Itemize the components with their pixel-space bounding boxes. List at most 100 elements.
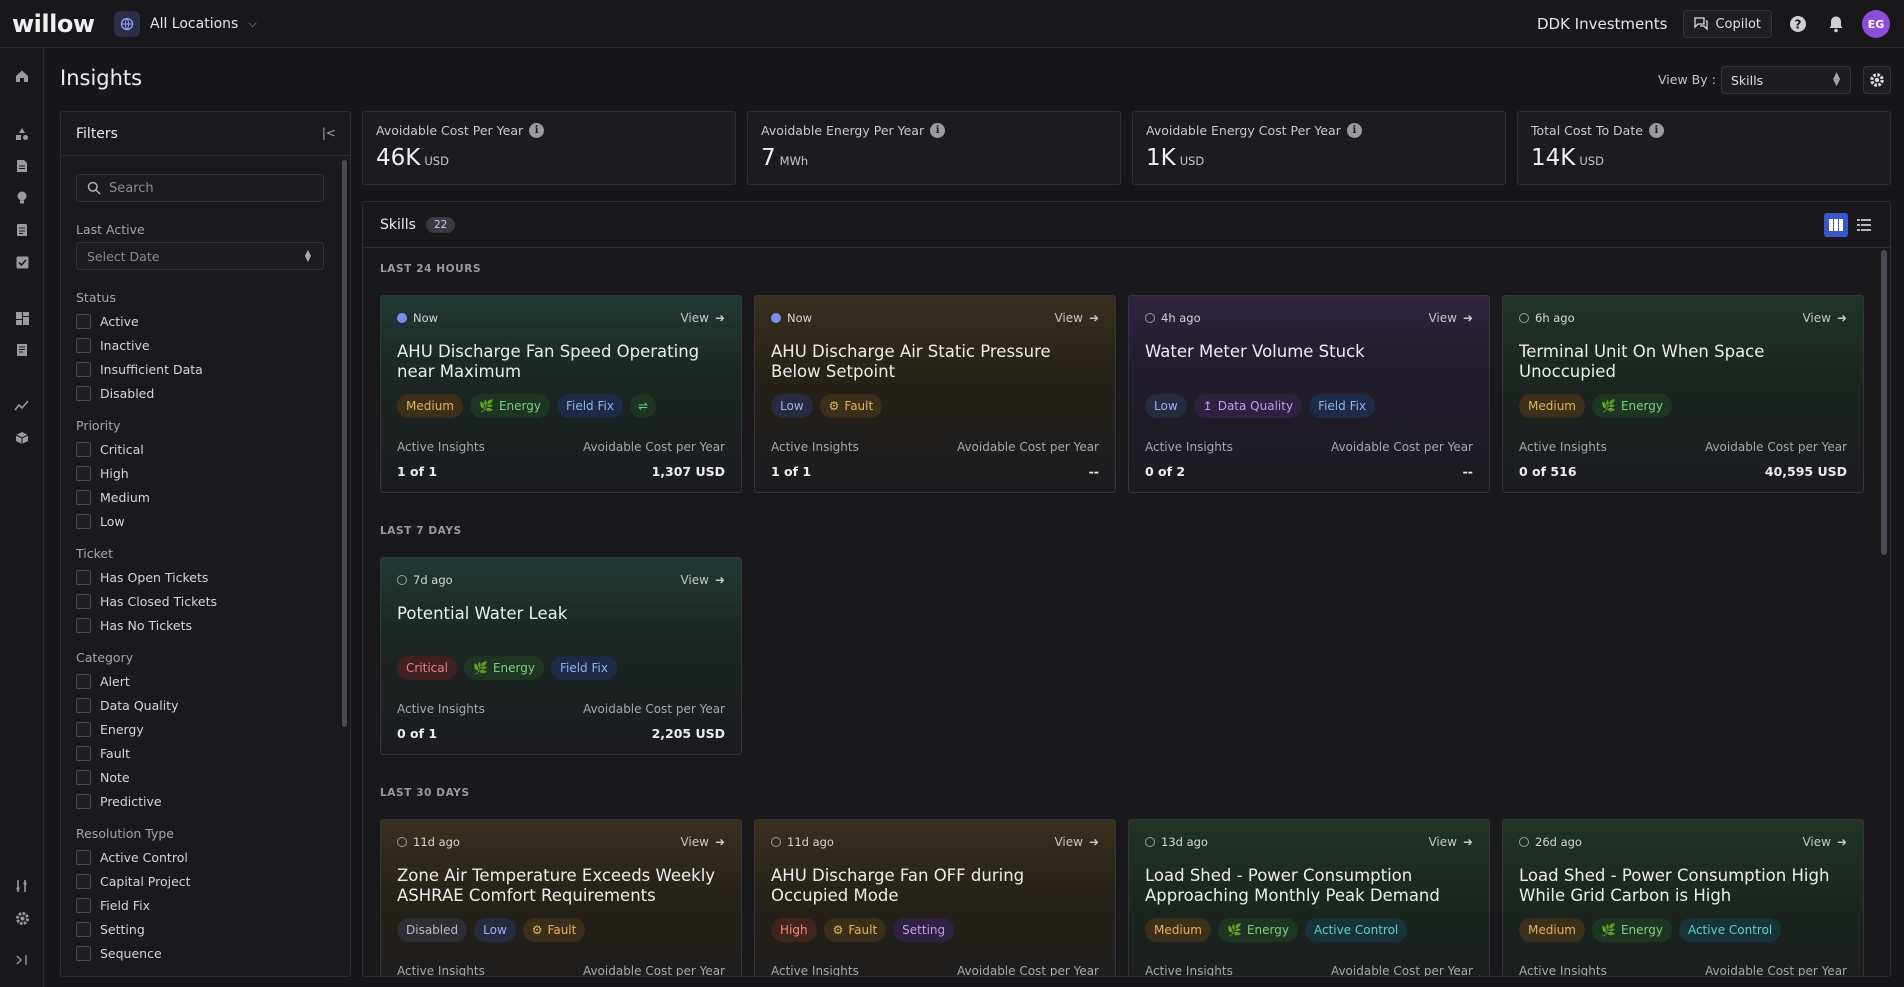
checkbox-box[interactable]	[76, 362, 91, 377]
globe-icon[interactable]	[114, 10, 140, 37]
date-select[interactable]: Select Date ▲ ▼	[76, 242, 324, 270]
checkbox-box[interactable]	[76, 874, 91, 889]
category-checkbox[interactable]: Predictive	[76, 794, 162, 809]
checkbox-box[interactable]	[76, 442, 91, 457]
checkbox-box[interactable]	[76, 594, 91, 609]
resolution-checkbox[interactable]: Setting	[76, 922, 145, 937]
skill-card[interactable]: Now View ➜ AHU Discharge Fan Speed Operat…	[380, 295, 742, 493]
status-checkbox[interactable]: Insufficient Data	[76, 362, 203, 377]
checkbox-label: Critical	[100, 442, 144, 457]
category-checkbox[interactable]: Fault	[76, 746, 130, 761]
skill-card[interactable]: 11d ago View ➜ AHU Discharge Fan OFF duri…	[754, 819, 1116, 976]
copilot-button[interactable]: Copilot	[1683, 10, 1772, 38]
checkbox-box[interactable]	[76, 466, 91, 481]
view-link[interactable]: View ➜	[1054, 311, 1099, 325]
info-icon[interactable]: i	[930, 123, 946, 138]
info-icon[interactable]: i	[529, 123, 545, 138]
view-link[interactable]: View ➜	[1428, 835, 1473, 849]
info-icon[interactable]: i	[1346, 123, 1362, 138]
checkbox-box[interactable]	[76, 338, 91, 353]
ticket-checkbox[interactable]: Has Open Tickets	[76, 570, 208, 585]
bell-icon[interactable]	[1824, 12, 1848, 36]
chevron-down-icon[interactable]: ⌵	[248, 16, 257, 30]
models-icon[interactable]	[10, 426, 34, 450]
skill-card[interactable]: 4h ago View ➜ Water Meter Volume Stuck Lo…	[1128, 295, 1490, 493]
insights-icon[interactable]	[10, 186, 34, 210]
checkbox-box[interactable]	[76, 386, 91, 401]
checkbox-box[interactable]	[76, 946, 91, 961]
ticket-checkbox[interactable]: Has Closed Tickets	[76, 594, 217, 609]
checkbox-box[interactable]	[76, 770, 91, 785]
checkbox-box[interactable]	[76, 570, 91, 585]
info-icon[interactable]: i	[1648, 123, 1664, 138]
status-checkbox[interactable]: Disabled	[76, 386, 154, 401]
tickets-icon[interactable]	[10, 218, 34, 242]
priority-checkbox[interactable]: Medium	[76, 490, 150, 505]
resolution-checkbox[interactable]: Capital Project	[76, 874, 191, 889]
priority-checkbox[interactable]: Critical	[76, 442, 144, 457]
checkbox-box[interactable]	[76, 722, 91, 737]
settings-button[interactable]	[1863, 66, 1891, 94]
checkbox-box[interactable]	[76, 618, 91, 633]
collapse-panel-icon[interactable]: |<	[321, 126, 336, 140]
view-link[interactable]: View ➜	[1802, 311, 1847, 325]
willow-logo[interactable]: willow	[12, 9, 95, 38]
list-view-button[interactable]	[1852, 213, 1876, 237]
checkbox-box[interactable]	[76, 674, 91, 689]
card-view-button[interactable]	[1824, 213, 1848, 237]
checkbox-box[interactable]	[76, 698, 91, 713]
connectors-icon[interactable]	[10, 874, 34, 898]
last-active-label: Last Active	[76, 222, 145, 237]
checkbox-box[interactable]	[76, 314, 91, 329]
resolution-checkbox[interactable]: Field Fix	[76, 898, 150, 913]
checkbox-box[interactable]	[76, 898, 91, 913]
reports-icon[interactable]	[10, 154, 34, 178]
viewby-select[interactable]: Skills ▲ ▼	[1721, 66, 1851, 94]
checkbox-box[interactable]	[76, 922, 91, 937]
view-link[interactable]: View ➜	[1054, 835, 1099, 849]
skill-card[interactable]: Now View ➜ AHU Discharge Air Static Press…	[754, 295, 1116, 493]
skill-card[interactable]: 11d ago View ➜ Zone Air Temperature Excee…	[380, 819, 742, 976]
location-selector[interactable]: All Locations	[150, 15, 239, 32]
portfolio-icon[interactable]	[10, 122, 34, 146]
help-icon[interactable]: ?	[1786, 12, 1810, 36]
home-icon[interactable]	[10, 64, 34, 88]
docs-icon[interactable]	[10, 338, 34, 362]
ticket-checkbox[interactable]: Has No Tickets	[76, 618, 192, 633]
checkbox-box[interactable]	[76, 746, 91, 761]
resolution-checkbox[interactable]: Sequence	[76, 946, 162, 961]
category-checkbox[interactable]: Alert	[76, 674, 130, 689]
admin-icon[interactable]	[10, 906, 34, 930]
tasks-icon[interactable]	[10, 250, 34, 274]
skill-card[interactable]: 6h ago View ➜ Terminal Unit On When Space…	[1502, 295, 1864, 493]
category-checkbox[interactable]: Note	[76, 770, 130, 785]
view-link[interactable]: View ➜	[1428, 311, 1473, 325]
checkbox-box[interactable]	[76, 514, 91, 529]
view-link[interactable]: View ➜	[680, 835, 725, 849]
search-input[interactable]	[109, 180, 309, 196]
dashboards-icon[interactable]	[10, 306, 34, 330]
view-link[interactable]: View ➜	[680, 573, 725, 587]
resolution-checkbox[interactable]: Active Control	[76, 850, 188, 865]
skills-scrollbar[interactable]	[1881, 250, 1887, 555]
status-checkbox[interactable]: Active	[76, 314, 139, 329]
search-field[interactable]	[76, 174, 324, 202]
priority-checkbox[interactable]: High	[76, 466, 129, 481]
view-link[interactable]: View ➜	[1802, 835, 1847, 849]
avatar[interactable]: EG	[1862, 10, 1890, 38]
checkbox-box[interactable]	[76, 850, 91, 865]
view-link[interactable]: View ➜	[680, 311, 725, 325]
status-checkbox[interactable]: Inactive	[76, 338, 150, 353]
category-checkbox[interactable]: Energy	[76, 722, 144, 737]
category-checkbox[interactable]: Data Quality	[76, 698, 179, 713]
timeseries-icon[interactable]	[10, 394, 34, 418]
checkbox-box[interactable]	[76, 794, 91, 809]
checkbox-box[interactable]	[76, 490, 91, 505]
priority-checkbox[interactable]: Low	[76, 514, 125, 529]
skill-card[interactable]: 26d ago View ➜ Load Shed - Power Consumpt…	[1502, 819, 1864, 976]
skill-card[interactable]: 7d ago View ➜ Potential Water Leak Critic…	[380, 557, 742, 755]
skill-card[interactable]: 13d ago View ➜ Load Shed - Power Consumpt…	[1128, 819, 1490, 976]
checkbox-label: Disabled	[100, 386, 155, 401]
filters-scrollbar[interactable]	[342, 160, 347, 727]
expand-icon[interactable]	[10, 948, 34, 972]
